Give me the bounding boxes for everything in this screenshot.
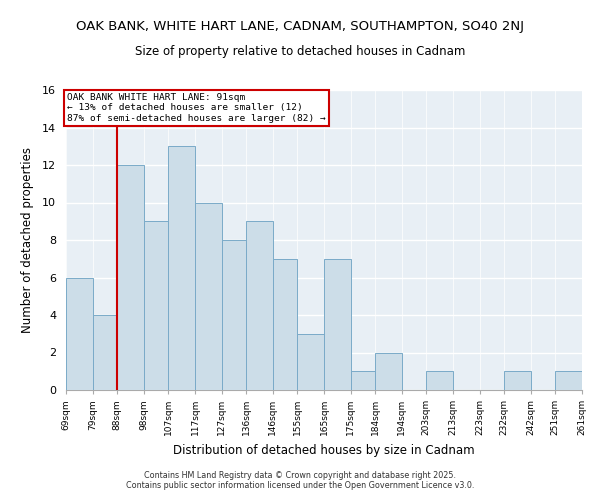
X-axis label: Distribution of detached houses by size in Cadnam: Distribution of detached houses by size … — [173, 444, 475, 456]
Text: OAK BANK, WHITE HART LANE, CADNAM, SOUTHAMPTON, SO40 2NJ: OAK BANK, WHITE HART LANE, CADNAM, SOUTH… — [76, 20, 524, 33]
Bar — [144, 221, 168, 390]
Bar — [297, 334, 324, 390]
Bar — [66, 278, 93, 390]
Bar — [168, 146, 195, 390]
Text: Contains HM Land Registry data © Crown copyright and database right 2025.
Contai: Contains HM Land Registry data © Crown c… — [126, 470, 474, 490]
Bar — [582, 352, 600, 390]
Bar — [375, 352, 402, 390]
Bar — [222, 240, 246, 390]
Bar — [273, 259, 297, 390]
Bar — [426, 371, 453, 390]
Bar — [117, 165, 144, 390]
Bar — [351, 371, 375, 390]
Y-axis label: Number of detached properties: Number of detached properties — [21, 147, 34, 333]
Text: OAK BANK WHITE HART LANE: 91sqm
← 13% of detached houses are smaller (12)
87% of: OAK BANK WHITE HART LANE: 91sqm ← 13% of… — [67, 93, 326, 122]
Bar — [195, 202, 222, 390]
Bar — [504, 371, 531, 390]
Bar — [324, 259, 351, 390]
Text: Size of property relative to detached houses in Cadnam: Size of property relative to detached ho… — [135, 45, 465, 58]
Bar — [246, 221, 273, 390]
Bar — [93, 315, 117, 390]
Bar — [555, 371, 582, 390]
